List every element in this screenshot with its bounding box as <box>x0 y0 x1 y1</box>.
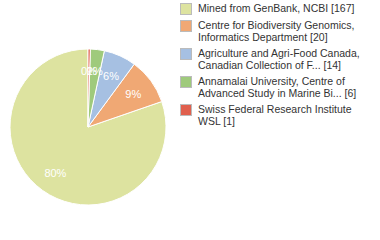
html-text:Swiss Federal Research Institu: Swiss Federal Research Institute WSL [1] <box>198 103 352 127</box>
svg-text:6%: 6% <box>103 70 119 82</box>
html-text:Centre for Biodiversity Genomi: Centre for Biodiversity Genomics, Inform… <box>198 19 355 43</box>
svg-text:80%: 80% <box>44 167 66 179</box>
svg-text:0%: 0% <box>81 65 97 77</box>
html-text:Annamalai University, Centre o: Annamalai University, Centre of Advanced… <box>198 75 357 99</box>
svg-text:9%: 9% <box>125 88 141 100</box>
html-text:Mined from GenBank, NCBI [167]: Mined from GenBank, NCBI [167] <box>198 2 355 14</box>
html-text:Agriculture and Agri-Food Cana: Agriculture and Agri-Food Canada, Canadi… <box>198 47 360 71</box>
